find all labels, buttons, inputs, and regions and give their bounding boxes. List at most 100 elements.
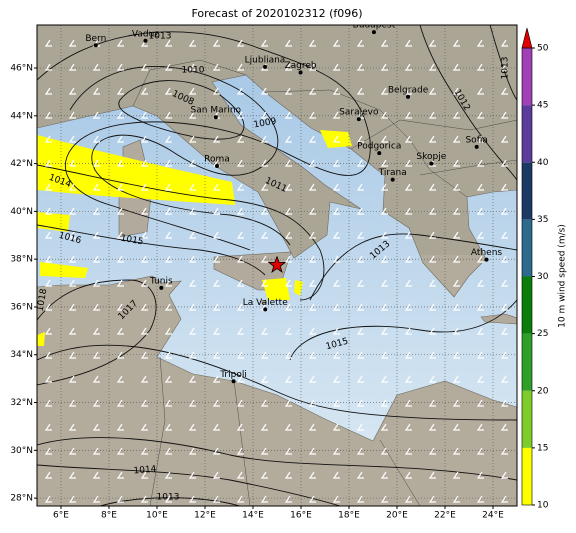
wind-barb [428, 495, 436, 503]
wind-barb [356, 207, 364, 215]
wind-barb [284, 423, 292, 431]
wind-barb [308, 423, 316, 431]
wind-barb [428, 471, 436, 479]
city-point [474, 144, 479, 149]
wind-barb [236, 447, 244, 455]
wind-barb [140, 63, 148, 71]
isobar [37, 164, 325, 301]
wind-barb [476, 207, 484, 215]
wind-barb [140, 231, 148, 239]
wind-barb [428, 327, 436, 335]
axes: 6°E 8°E 10°E 12°E 14°E 16°E 18°E 20°E 22°E 24°E 28… [10, 64, 504, 521]
wind-barb [92, 399, 100, 407]
wind-barb [476, 423, 484, 431]
city-point [215, 163, 219, 168]
wind-barb [356, 39, 364, 47]
wind-barb [68, 423, 76, 431]
y-tick-label: 34°N [10, 350, 33, 360]
wind-barb [500, 255, 508, 263]
wind-barb [116, 135, 124, 143]
wind-barb [212, 135, 220, 143]
city-point [377, 151, 382, 156]
wind-barb [140, 375, 148, 383]
wind-barb [92, 63, 100, 71]
wind-barb [476, 399, 484, 407]
wind-barb [308, 375, 316, 383]
wind-barb [68, 63, 76, 71]
wind-barb [332, 87, 340, 95]
wind-barb [500, 351, 508, 359]
wind-barb [212, 39, 220, 47]
y-tick-label: 38°N [10, 255, 33, 265]
wind-barb [188, 159, 196, 167]
wind-barb [212, 423, 220, 431]
wind-barb [164, 447, 172, 455]
wind-barb [188, 63, 196, 71]
colorbar-tick-label: 25 [537, 329, 548, 339]
wind-barb [308, 255, 316, 263]
wind-barb [116, 87, 124, 95]
wind-barb [92, 447, 100, 455]
isobar-label: 1015 [120, 234, 144, 248]
wind-barb [116, 399, 124, 407]
wind-barb [116, 471, 124, 479]
wind-barb [356, 471, 364, 479]
wind-barb [260, 399, 268, 407]
wind-barb [476, 279, 484, 287]
wind-barb [68, 135, 76, 143]
wind-barb [428, 255, 436, 263]
wind-barb [236, 255, 244, 263]
wind-barb [116, 351, 124, 359]
wind-barb [140, 87, 148, 95]
colorbar-tick-label: 10 [537, 501, 549, 511]
wind-barb [452, 399, 460, 407]
wind-barb [452, 255, 460, 263]
wind-barb [404, 303, 412, 311]
wind-barb [308, 87, 316, 95]
wind-barb [404, 255, 412, 263]
wind-barb [116, 495, 124, 503]
wind-barb [260, 207, 268, 215]
colorbar-extension [521, 27, 533, 49]
wind-barb [500, 375, 508, 383]
wind-barb [284, 111, 292, 119]
wind-barb [308, 303, 316, 311]
wind-barb [116, 39, 124, 47]
wind-barb [356, 231, 364, 239]
wind-barb [212, 327, 220, 335]
wind-barb [428, 351, 436, 359]
wind-barb [452, 279, 460, 287]
wind-barb [140, 327, 148, 335]
storm-marker [267, 255, 287, 273]
wind-barb [332, 63, 340, 71]
wind-barb [500, 231, 508, 239]
x-tick-label: 24°E [482, 511, 504, 521]
wind-barb [188, 183, 196, 191]
wind-barb [260, 135, 268, 143]
wind-barb [68, 207, 76, 215]
wind-barb [428, 159, 436, 167]
city-point [213, 115, 218, 120]
wind-barb [452, 471, 460, 479]
wind-barb [68, 231, 76, 239]
wind-barb [380, 207, 388, 215]
city-label: Sarajevo [339, 108, 379, 118]
wind-barb [404, 351, 412, 359]
wind-barb [428, 423, 436, 431]
wind-barb [404, 399, 412, 407]
wind-barb [92, 183, 100, 191]
wind-barb [212, 231, 220, 239]
wind-barb [308, 207, 316, 215]
wind-barb [380, 351, 388, 359]
wind-barb [92, 279, 100, 287]
wind-barb [404, 159, 412, 167]
wind-barb [188, 87, 196, 95]
colorbar-band [522, 48, 532, 106]
wind-barb [452, 447, 460, 455]
wind-barb [452, 183, 460, 191]
wind-barb [68, 255, 76, 263]
wind-barb [68, 495, 76, 503]
wind-barb [116, 255, 124, 263]
wind-barb [284, 303, 292, 311]
